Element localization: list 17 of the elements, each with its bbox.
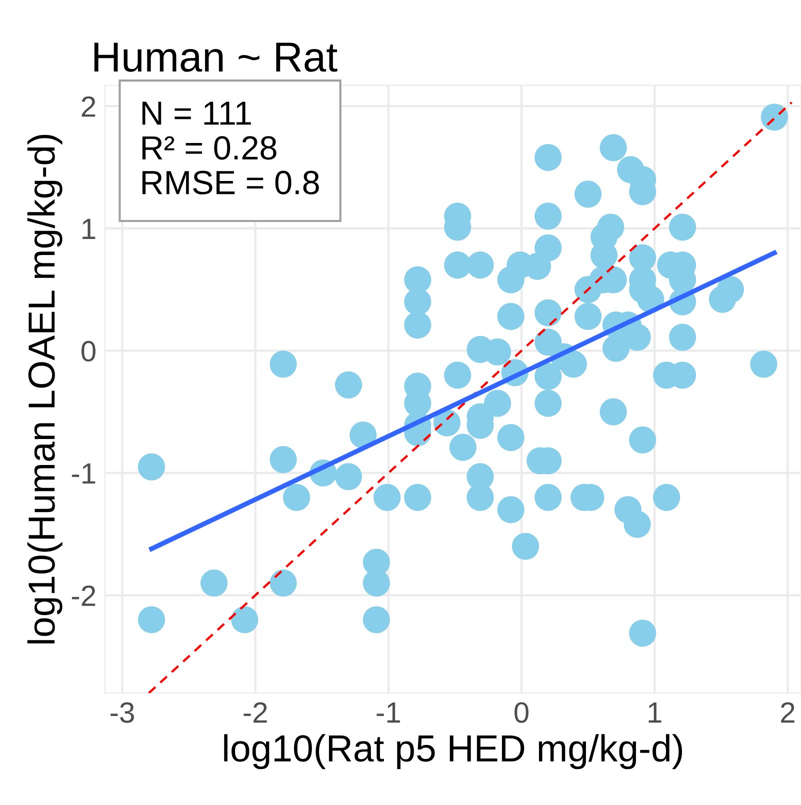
- x-tick-label: -2: [244, 702, 267, 723]
- annotation: RMSE = 0.8: [142, 170, 319, 194]
- y-axis-title: log10(Human LOAEL mg/kg-d): [27, 134, 62, 644]
- x-tick-label: 0: [514, 702, 528, 723]
- y-tick-label: -1: [72, 463, 96, 484]
- x-axis-title: log10(Rat p5 HED mg/kg-d): [224, 734, 682, 770]
- y-tick-label: -2: [72, 585, 96, 606]
- x-tick-label: -3: [110, 702, 134, 723]
- y-tick-label: 1: [82, 218, 96, 239]
- annotation: N = 111: [142, 102, 251, 125]
- y-tick-label: 2: [82, 96, 96, 117]
- chart-title: Human ~ Rat: [94, 42, 338, 72]
- x-tick-label: 2: [781, 702, 794, 723]
- annotation: R² = 0.28: [142, 136, 276, 160]
- x-tick-label: -1: [376, 702, 400, 723]
- x-tick-label: 1: [648, 702, 662, 723]
- y-tick-label: 0: [82, 340, 96, 362]
